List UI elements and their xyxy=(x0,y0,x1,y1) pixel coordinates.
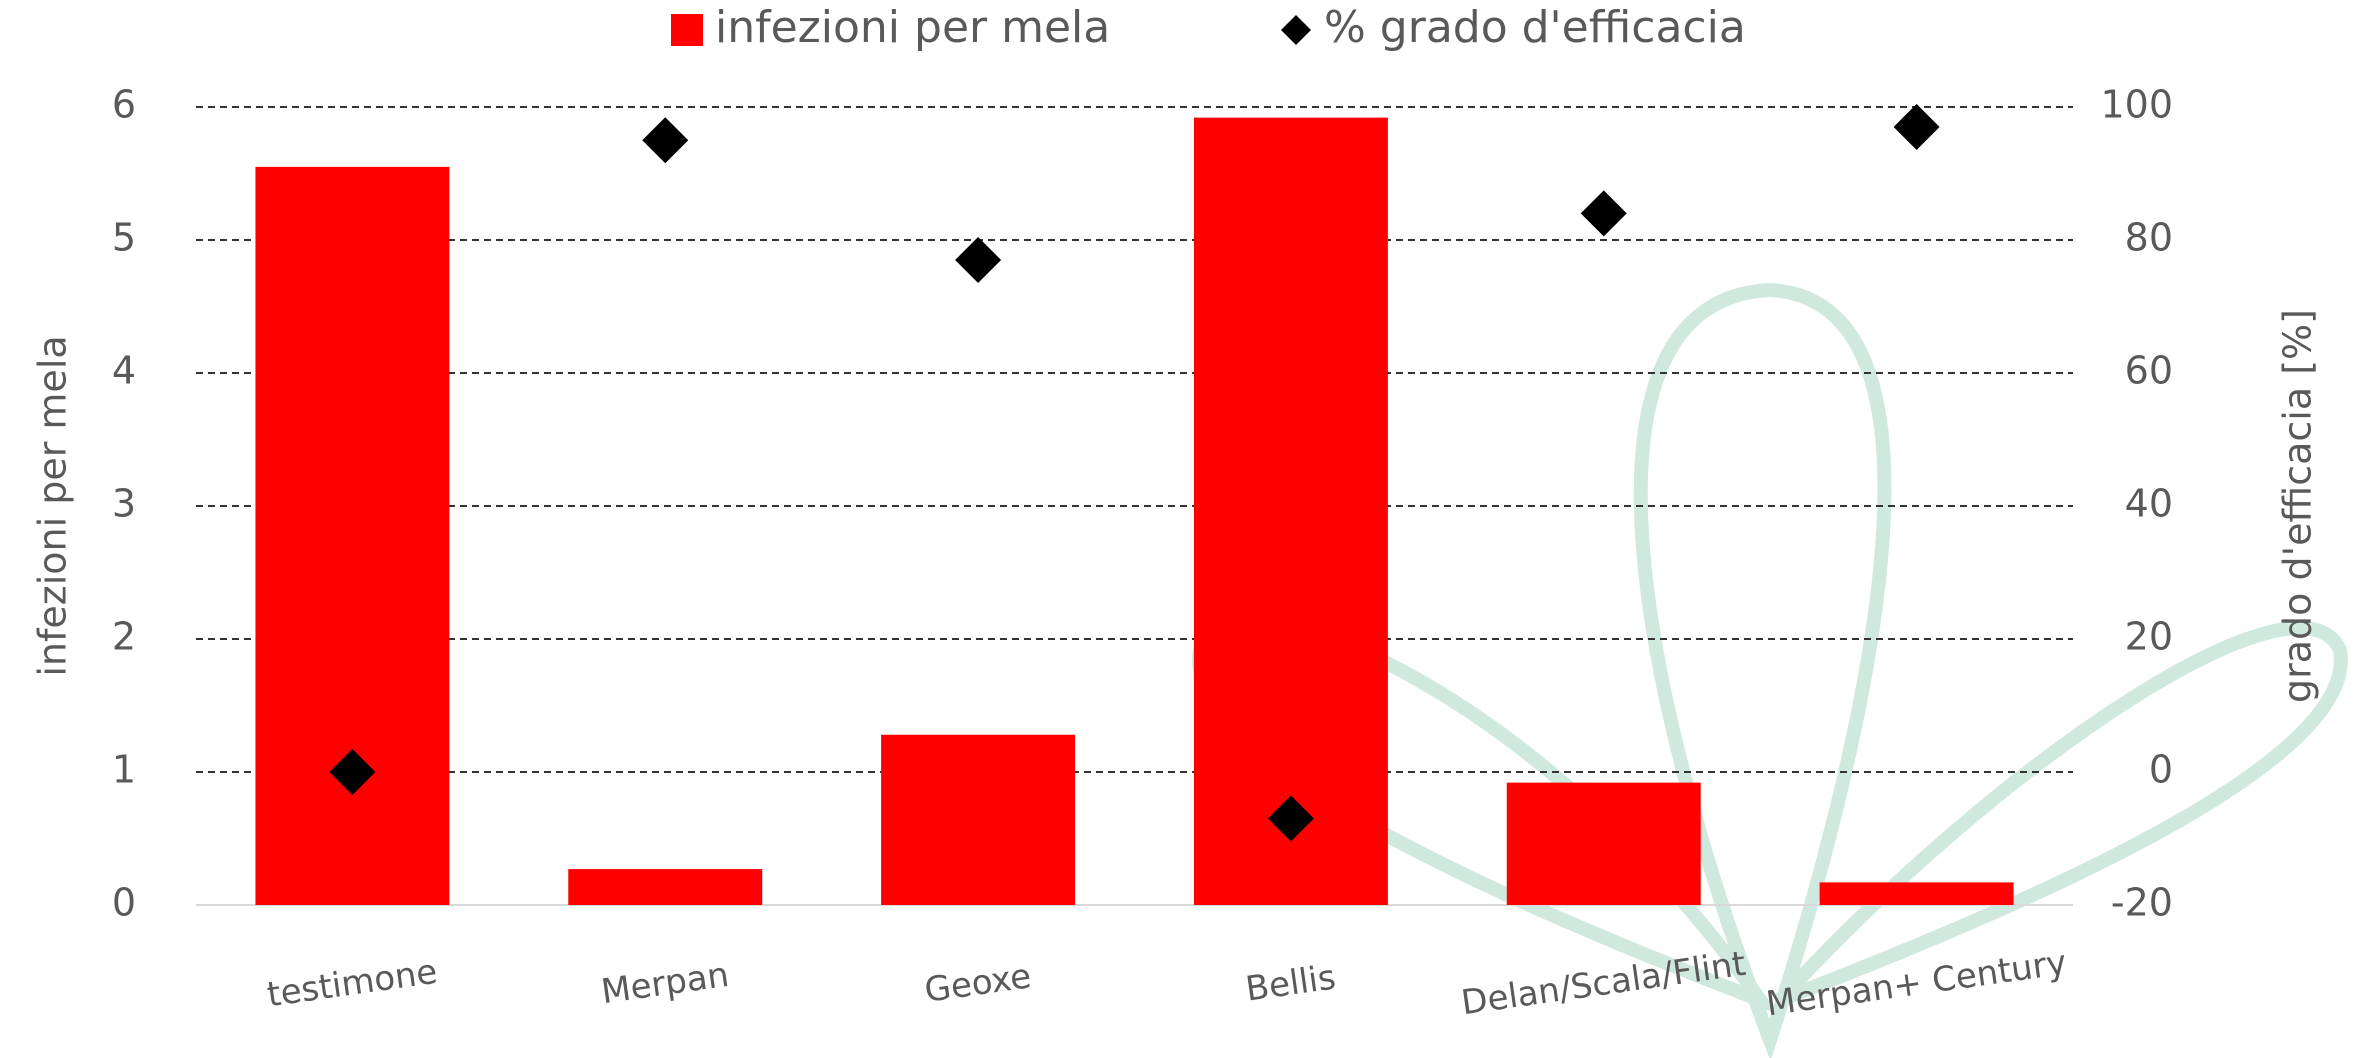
legend-label: infezioni per mela xyxy=(715,2,1110,53)
x-tick-label: Delan/Scala/Flint xyxy=(1459,944,1748,1023)
legend-swatch xyxy=(671,14,703,46)
x-tick-label: Merpan+ Century xyxy=(1764,943,2069,1025)
y-axis-label: infezioni per mela xyxy=(31,335,75,676)
bar xyxy=(1819,882,2014,905)
y2-tick-label: 80 xyxy=(2125,216,2173,260)
bar xyxy=(1506,782,1701,905)
watermark-loop xyxy=(1774,621,2348,1007)
diamond-marker xyxy=(1267,795,1314,842)
y-tick-label: 2 xyxy=(112,615,136,659)
diamond-marker xyxy=(955,236,1002,283)
bar xyxy=(1193,117,1388,905)
y-tick-label: 0 xyxy=(112,881,136,925)
y2-axis-label: grado d'efficacia [%] xyxy=(2276,309,2320,703)
y2-tick-label: 60 xyxy=(2125,349,2173,393)
y-tick-label: 6 xyxy=(112,83,136,127)
diamond-marker xyxy=(329,749,376,795)
y2-tick-label: 100 xyxy=(2100,83,2173,127)
y-tick-label: 4 xyxy=(112,349,136,393)
x-tick-label: Merpan xyxy=(599,955,732,1012)
y2-tick-label: -20 xyxy=(2111,881,2173,925)
y2-tick-label: 20 xyxy=(2125,615,2173,659)
x-tick-label: Bellis xyxy=(1243,957,1338,1009)
y-tick-label: 5 xyxy=(112,216,136,260)
diamond-marker xyxy=(642,117,689,164)
bar xyxy=(568,869,763,905)
y2-tick-label: 40 xyxy=(2125,482,2173,526)
y2-tick-label: 0 xyxy=(2149,748,2173,792)
x-tick-label: testimone xyxy=(265,952,440,1015)
x-tick-label: Geoxe xyxy=(922,956,1034,1011)
watermark-loop xyxy=(1633,282,1892,1058)
y-tick-label: 3 xyxy=(112,482,136,526)
diamond-marker xyxy=(1893,103,1940,150)
legend-label: % grado d'efficacia xyxy=(1324,2,1746,53)
y-tick-label: 1 xyxy=(112,748,136,792)
diamond-marker xyxy=(1580,190,1627,237)
bar xyxy=(881,734,1076,905)
legend-swatch xyxy=(1281,15,1311,45)
